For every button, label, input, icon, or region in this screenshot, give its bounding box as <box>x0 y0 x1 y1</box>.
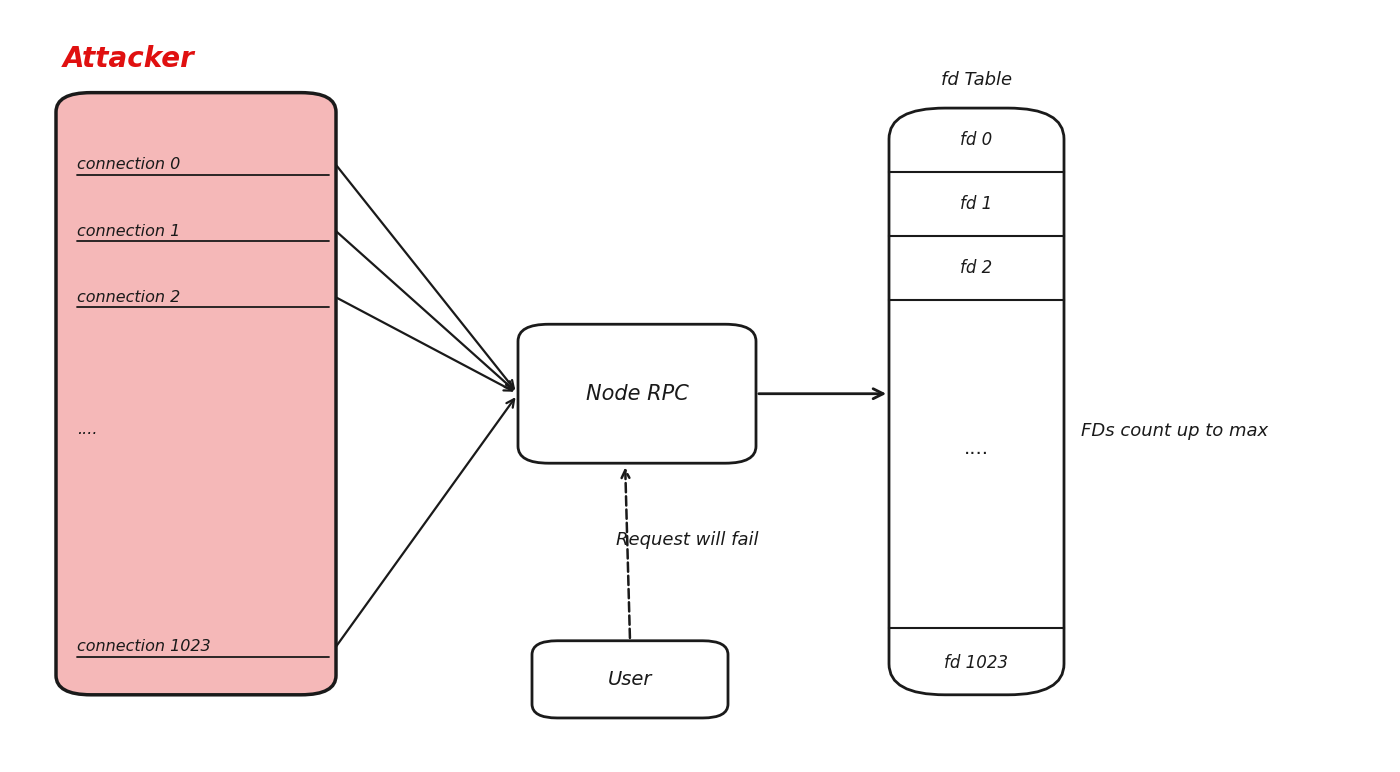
Text: User: User <box>608 670 652 689</box>
Text: Node RPC: Node RPC <box>585 384 689 404</box>
Text: fd Table: fd Table <box>941 71 1012 89</box>
Text: connection 1023: connection 1023 <box>77 639 210 654</box>
Text: ....: .... <box>77 422 98 438</box>
Text: fd 1: fd 1 <box>960 195 993 213</box>
Text: Request will fail: Request will fail <box>616 531 759 550</box>
Text: connection 1: connection 1 <box>77 224 181 239</box>
FancyBboxPatch shape <box>56 93 336 695</box>
Text: fd 1023: fd 1023 <box>945 654 1008 672</box>
Text: ....: .... <box>965 438 988 458</box>
Text: connection 0: connection 0 <box>77 157 181 172</box>
FancyBboxPatch shape <box>532 641 728 718</box>
Text: fd 2: fd 2 <box>960 259 993 277</box>
Text: connection 2: connection 2 <box>77 290 181 305</box>
Text: FDs count up to max: FDs count up to max <box>1081 422 1268 440</box>
Text: Attacker: Attacker <box>63 46 195 73</box>
Text: fd 0: fd 0 <box>960 131 993 149</box>
FancyBboxPatch shape <box>518 324 756 463</box>
FancyBboxPatch shape <box>889 108 1064 695</box>
